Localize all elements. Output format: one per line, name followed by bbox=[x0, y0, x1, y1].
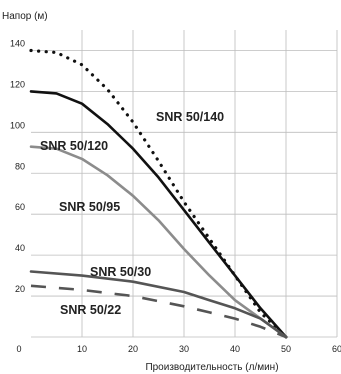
x-tick-label-0: 0 bbox=[16, 344, 21, 354]
tick-labels: 0 10 20 30 40 50 60 20 40 60 80 100 120 140 bbox=[10, 38, 341, 354]
series-line-snr-50-30 bbox=[29, 270, 288, 339]
y-axis-title: Напор (м) bbox=[2, 11, 48, 22]
series-line-snr-50-95 bbox=[29, 145, 288, 339]
x-tick-label-20: 20 bbox=[128, 344, 138, 354]
y-tick-label-100: 100 bbox=[10, 120, 25, 130]
x-tick-label-40: 40 bbox=[230, 344, 240, 354]
series-line-snr-50-140 bbox=[29, 48, 288, 339]
series-label-snr-50-120: SNR 50/120 bbox=[40, 139, 108, 153]
series-labels: SNR 50/140 SNR 50/120 SNR 50/95 SNR 50/30 SN… bbox=[40, 110, 224, 317]
y-tick-label-20: 20 bbox=[15, 284, 25, 294]
x-axis-title: Производительность (л/мин) bbox=[145, 362, 278, 373]
series-label-snr-50-95: SNR 50/95 bbox=[59, 200, 120, 214]
series-lines bbox=[29, 48, 288, 339]
series-label-snr-50-140: SNR 50/140 bbox=[156, 110, 224, 124]
y-tick-label-60: 60 bbox=[15, 202, 25, 212]
y-tick-label-140: 140 bbox=[10, 38, 25, 48]
y-tick-label-120: 120 bbox=[10, 79, 25, 89]
series-line-snr-50-22 bbox=[30, 284, 287, 339]
x-tick-label-50: 50 bbox=[281, 344, 291, 354]
x-tick-label-60: 60 bbox=[332, 344, 341, 354]
series-label-snr-50-30: SNR 50/30 bbox=[90, 265, 151, 279]
y-tick-label-40: 40 bbox=[15, 243, 25, 253]
x-tick-label-10: 10 bbox=[77, 344, 87, 354]
x-tick-label-30: 30 bbox=[179, 344, 189, 354]
y-tick-label-80: 80 bbox=[15, 161, 25, 171]
series-line-snr-50-120 bbox=[29, 90, 288, 339]
series-label-snr-50-22: SNR 50/22 bbox=[60, 303, 121, 317]
